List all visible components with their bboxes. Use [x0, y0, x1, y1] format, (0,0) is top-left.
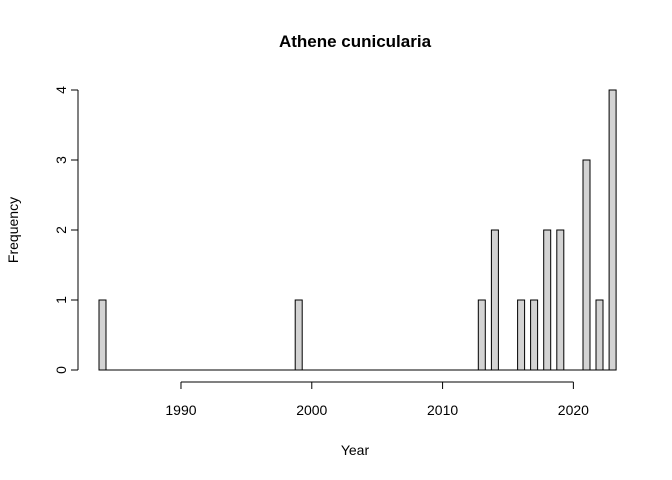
bar-2013	[477, 299, 486, 371]
x-tick-label-2020: 2020	[558, 402, 589, 418]
bar-2017	[530, 299, 539, 371]
y-tick-label-1: 1	[53, 296, 69, 304]
x-axis-label: Year	[341, 442, 370, 458]
y-tick-label-3: 3	[53, 156, 69, 164]
y-axis-label: Frequency	[5, 197, 21, 263]
y-tick-label-2: 2	[53, 226, 69, 234]
x-tick-label-2000: 2000	[296, 402, 327, 418]
chart-title: Athene cunicularia	[279, 32, 432, 51]
y-axis: 0 1 2 3 4	[53, 86, 79, 374]
x-axis: 1990 2000 2010 2020	[165, 381, 589, 418]
bar-1999	[294, 299, 303, 371]
bar-2016	[517, 299, 526, 371]
bar-2022	[595, 299, 604, 371]
bar-1984	[98, 299, 107, 371]
y-tick-label-0: 0	[53, 366, 69, 374]
x-tick-label-1990: 1990	[165, 402, 196, 418]
bar-2021	[582, 159, 591, 371]
bar-2023	[608, 89, 617, 371]
x-tick-label-2010: 2010	[427, 402, 458, 418]
bar-2019	[556, 229, 565, 371]
y-tick-label-4: 4	[53, 86, 69, 94]
bars-group	[98, 89, 617, 371]
bar-2018	[543, 229, 552, 371]
bar-2014	[490, 229, 499, 371]
